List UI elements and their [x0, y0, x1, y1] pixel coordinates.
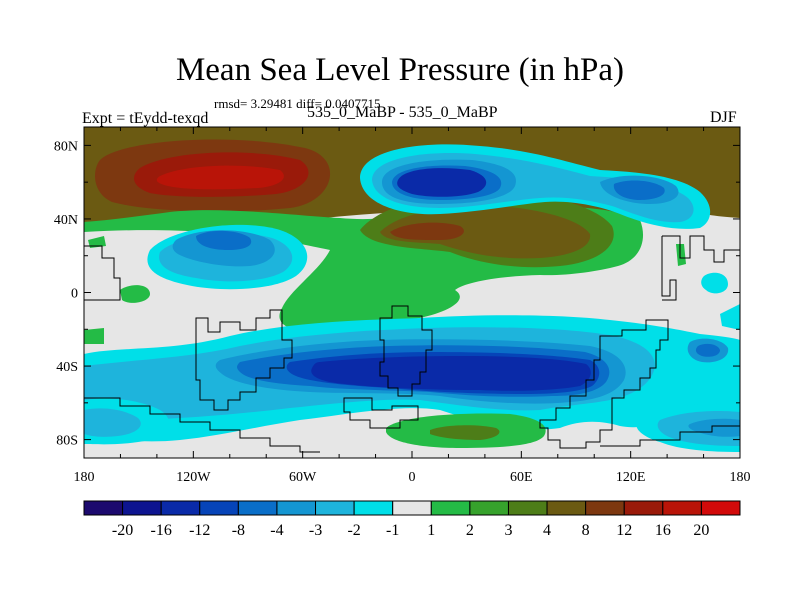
colorbar-swatch: [507, 500, 548, 516]
colorbar-swatch: [122, 500, 162, 516]
y-tick-label: 40S: [56, 360, 78, 375]
colorbar: -20 -16 -12 -8 -4 -3 -2 -1 1 2 3 4 8 12 16 20: [83, 500, 741, 539]
eastern-cyan-patch: [720, 304, 740, 330]
coastlines: [84, 235, 740, 453]
colorbar-label: 3: [504, 522, 512, 539]
eurasia-high-2: [380, 205, 591, 259]
colorbar-swatch: [83, 500, 124, 516]
colorbar-label: 12: [616, 522, 632, 539]
colorbar-label: -3: [309, 522, 322, 539]
colorbar-label: 8: [582, 522, 590, 539]
y-tick-label: 0: [71, 287, 78, 302]
rmsd-label: rmsd= 3.29481 diff= 0.0407715: [214, 96, 381, 111]
siberia-low-core: [613, 180, 665, 200]
y-axis: 80N 40N 0 40S 80S: [54, 139, 740, 449]
eurasia-high-3: [390, 222, 464, 240]
colorbar-label: 1: [427, 522, 435, 539]
colorbar-label: -2: [347, 522, 360, 539]
y-tick-label: 40N: [54, 213, 78, 228]
sh-low-core: [311, 356, 591, 391]
colorbar-swatch: [315, 500, 355, 516]
antarctic-green-core: [430, 425, 500, 440]
green-patch-small: [88, 236, 106, 248]
x-tick-label: 60E: [510, 470, 533, 485]
experiment-label: Expt = tEydd-texqd: [82, 110, 209, 127]
colorbar-label: -4: [270, 522, 283, 539]
chart-title: Mean Sea Level Pressure (in hPa): [175, 52, 625, 88]
colorbar-swatch: [430, 500, 471, 516]
pressure-map: [84, 127, 740, 458]
colorbar-swatch: [662, 500, 702, 516]
x-tick-label: 60W: [289, 470, 317, 485]
colorbar-label: 4: [543, 522, 551, 539]
na-low-core: [397, 168, 487, 197]
colorbar-label: 16: [655, 522, 671, 539]
coastline-america: [84, 245, 293, 411]
x-tick-label: 180: [730, 470, 751, 485]
colorbar-swatch: [276, 500, 317, 516]
southern-pacific-low-core: [84, 408, 141, 437]
colorbar-label: -1: [386, 522, 399, 539]
np-low-core: [196, 230, 252, 250]
pacific-cyan-patch: [701, 272, 728, 294]
y-tick-label: 80N: [54, 139, 78, 154]
colorbar-swatch: [392, 500, 432, 516]
colorbar-label: -16: [151, 522, 172, 539]
colorbar-label: -8: [232, 522, 245, 539]
colorbar-label: -20: [112, 522, 133, 539]
colorbar-swatch: [199, 500, 239, 516]
x-tick-label: 120W: [176, 470, 211, 485]
colorbar-swatch: [585, 500, 625, 516]
colorbar-label: 2: [466, 522, 474, 539]
season-label: DJF: [710, 109, 737, 126]
coastline-africa-europe: [343, 305, 433, 429]
colorbar-swatch: [469, 500, 509, 516]
x-tick-label: 180: [74, 470, 95, 485]
x-axis: 180 120W 60W 0 60E 120E 180: [74, 127, 751, 485]
colorbar-swatch: [700, 500, 741, 516]
run-comparison-label: 535_0_MaBP - 535_0_MaBP: [307, 104, 498, 121]
x-tick-label: 120E: [616, 470, 646, 485]
coastline-southern: [84, 397, 740, 453]
y-tick-label: 80S: [56, 434, 78, 449]
nh-high-core-3: [156, 165, 284, 190]
x-tick-label: 0: [409, 470, 416, 485]
colorbar-label: 20: [693, 522, 709, 539]
sh-indian-low-core: [695, 343, 720, 357]
colorbar-swatch: [237, 500, 278, 516]
colorbar-swatch: [623, 500, 664, 516]
coastline-asia-australia: [539, 235, 740, 449]
colorbar-swatch: [546, 500, 587, 516]
colorbar-label: -12: [189, 522, 210, 539]
colorbar-swatch: [353, 500, 394, 516]
green-patch-west: [120, 285, 150, 303]
colorbar-swatch: [160, 500, 201, 516]
green-east-atlantic: [84, 328, 104, 344]
nz-green-patch: [676, 244, 686, 266]
